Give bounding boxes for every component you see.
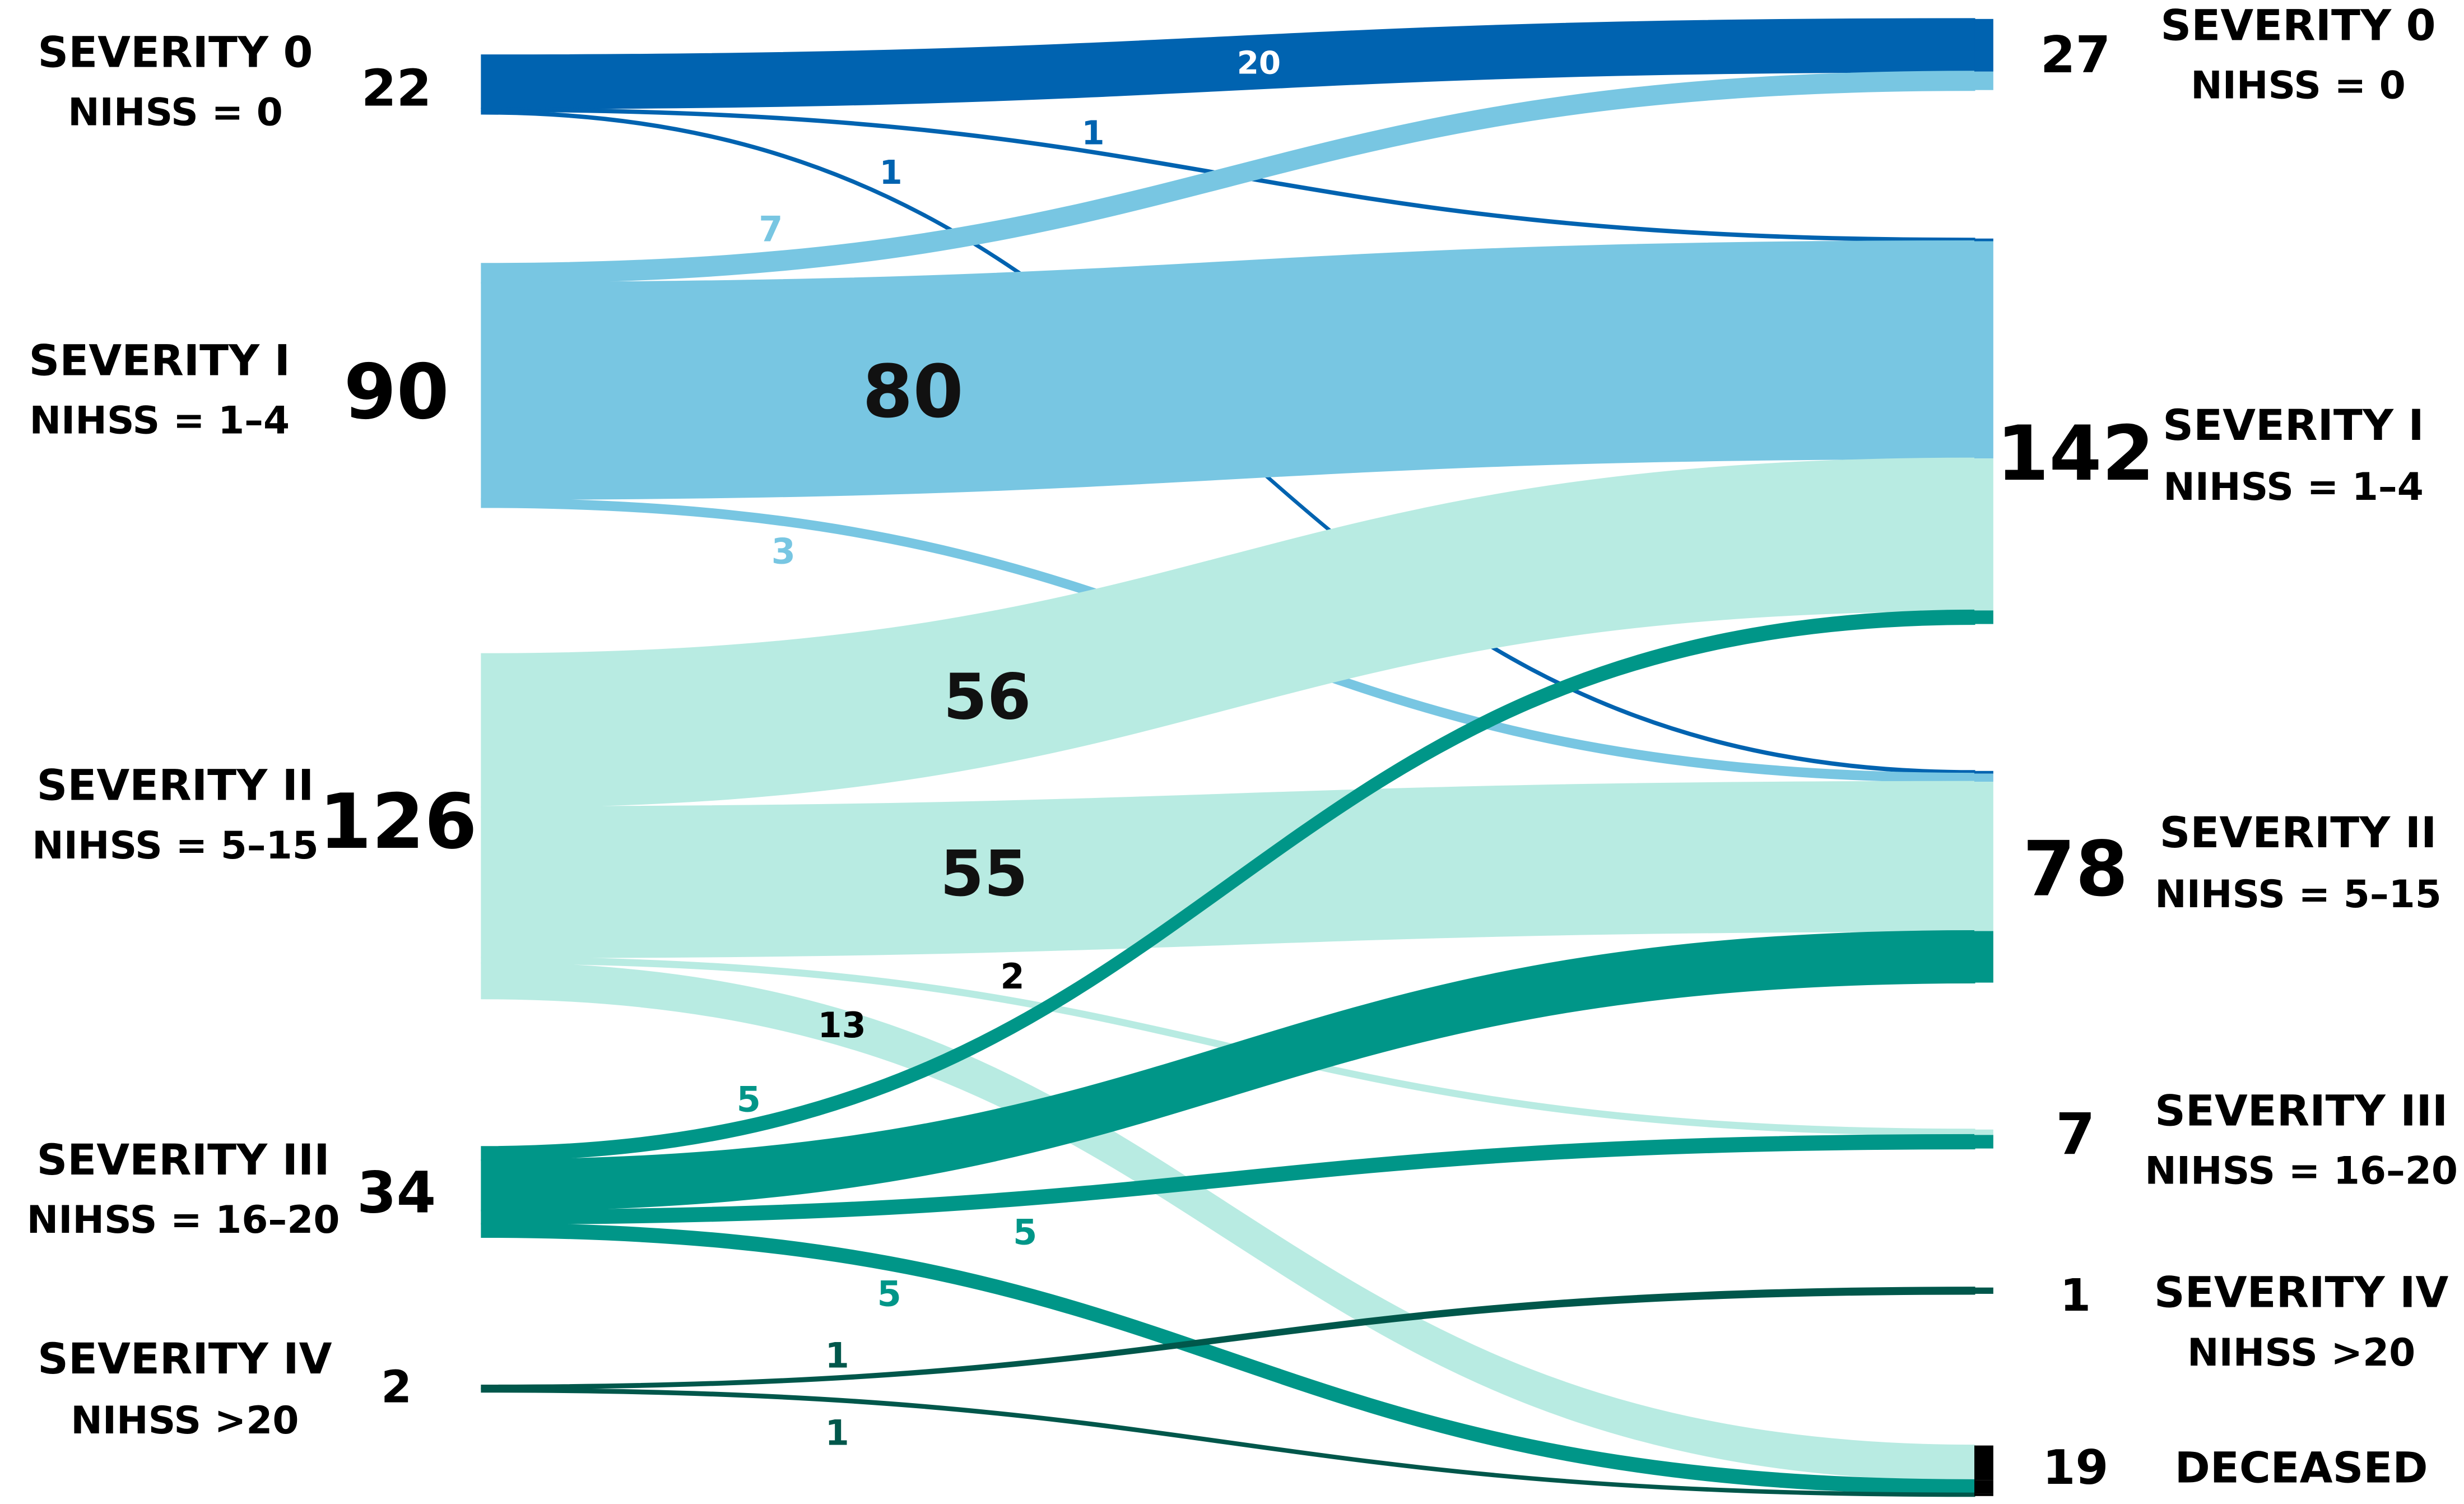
left-node-total: 126 <box>319 777 477 866</box>
left-node-label: SEVERITY IV <box>38 1334 332 1384</box>
left-node-sublabel: NIHSS >20 <box>71 1398 299 1442</box>
flow-label-l3-r5: 5 <box>877 1273 901 1314</box>
right-node-sublabel: NIHSS = 16–20 <box>2145 1149 2458 1193</box>
right-node-sublabel: NIHSS = 5–15 <box>2155 872 2442 916</box>
node-bar-r4 <box>1974 1287 1993 1294</box>
node-bar-r2 <box>1974 782 1993 931</box>
left-node-label: SEVERITY II <box>37 760 314 810</box>
left-node-total: 34 <box>357 1160 436 1226</box>
right-node-sublabel: NIHSS >20 <box>2187 1330 2415 1375</box>
right-node-total: 142 <box>1996 409 2154 498</box>
flow-label-l0-r2: 1 <box>879 153 902 192</box>
right-node-total: 27 <box>2040 26 2111 85</box>
left-node-1: SEVERITY I NIHSS = 1–4 90 <box>29 335 449 442</box>
right-node-label: SEVERITY II <box>2160 807 2437 857</box>
node-bar-r1 <box>1974 610 1993 624</box>
node-bar-r1 <box>1974 238 1993 242</box>
right-node-2: SEVERITY II NIHSS = 5–15 78 <box>2023 807 2442 916</box>
left-node-sublabel: NIHSS = 0 <box>68 90 283 134</box>
node-bar-r2 <box>1974 773 1993 782</box>
left-node-total: 22 <box>361 59 432 118</box>
flow-label-l1-r2: 3 <box>771 531 796 572</box>
flow-l3-to-r2 <box>481 930 1975 1211</box>
left-node-3: SEVERITY III NIHSS = 16–20 34 <box>27 1135 436 1242</box>
node-bar-r5 <box>1974 1445 1993 1480</box>
right-node-label: SEVERITY III <box>2155 1085 2448 1135</box>
left-node-sublabel: NIHSS = 16–20 <box>27 1197 340 1242</box>
left-node-sublabel: NIHSS = 1–4 <box>29 398 290 442</box>
flow-label-l0-r1: 1 <box>1081 113 1104 152</box>
flow-label-l3-r1: 5 <box>737 1079 761 1120</box>
node-bar-r3 <box>1974 1129 1993 1135</box>
node-bar-r2 <box>1974 770 1993 774</box>
flow-label-l2-r5: 13 <box>817 1005 866 1046</box>
left-node-label: SEVERITY I <box>29 335 290 385</box>
node-bar-r2 <box>1974 931 1993 983</box>
flow-label-l2-r3: 2 <box>1001 956 1025 997</box>
right-node-total: 1 <box>2060 1270 2091 1321</box>
right-node-label: DECEASED <box>2175 1443 2428 1493</box>
nodes-layer <box>1974 18 1993 1496</box>
node-bar-r5 <box>1974 1493 1993 1496</box>
left-node-total: 90 <box>343 347 449 436</box>
left-node-sublabel: NIHSS = 5–15 <box>32 823 319 867</box>
right-node-sublabel: NIHSS = 0 <box>2191 63 2406 108</box>
flow-label-l3-r2: 19 <box>908 1133 956 1174</box>
node-bar-r3 <box>1974 1135 1993 1149</box>
right-node-total: 78 <box>2023 825 2128 913</box>
flow-label-l4-r5: 1 <box>825 1413 849 1454</box>
flow-label-l4-r4: 1 <box>825 1335 849 1376</box>
right-node-3: SEVERITY III NIHSS = 16–20 7 <box>2056 1085 2458 1192</box>
left-node-total: 2 <box>381 1361 412 1413</box>
right-node-4: SEVERITY IV NIHSS >20 1 <box>2060 1268 2448 1375</box>
flow-label-l1-r1: 80 <box>862 350 963 434</box>
left-node-2: SEVERITY II NIHSS = 5–15 126 <box>32 760 477 867</box>
right-node-total: 7 <box>2056 1101 2095 1167</box>
node-bar-r1 <box>1974 241 1993 459</box>
flow-l2-to-r2 <box>481 781 1975 959</box>
right-node-label: SEVERITY I <box>2163 400 2424 450</box>
flow-l1-to-r1 <box>481 240 1975 500</box>
flow-label-l0-r0: 20 <box>1237 45 1281 81</box>
left-node-4: SEVERITY IV NIHSS >20 2 <box>38 1334 412 1442</box>
right-node-label: SEVERITY 0 <box>2160 1 2435 50</box>
right-node-label: SEVERITY IV <box>2154 1268 2448 1317</box>
right-node-total: 19 <box>2043 1440 2109 1495</box>
flow-l4-to-r4 <box>481 1287 1975 1390</box>
node-bar-r1 <box>1974 458 1993 611</box>
flow-l3-to-r1 <box>481 609 1975 1161</box>
node-bar-r0 <box>1974 18 1993 72</box>
flow-label-l1-r0: 7 <box>759 208 783 249</box>
flow-label-l3-r3: 5 <box>1013 1212 1037 1253</box>
flow-label-l2-r1: 56 <box>943 660 1031 734</box>
right-node-0: SEVERITY 0 NIHSS = 0 27 <box>2040 1 2436 108</box>
flow-label-l2-r2: 55 <box>940 837 1028 911</box>
node-bar-r5 <box>1974 1480 1993 1494</box>
node-bar-r0 <box>1974 71 1993 90</box>
flows-layer <box>481 18 1975 1497</box>
right-node-5: DECEASED 19 <box>2043 1440 2428 1495</box>
left-node-label: SEVERITY III <box>36 1135 329 1185</box>
left-node-label: SEVERITY 0 <box>38 27 313 77</box>
left-node-0: SEVERITY 0 NIHSS = 0 22 <box>38 27 431 134</box>
right-node-sublabel: NIHSS = 1–4 <box>2163 465 2424 509</box>
